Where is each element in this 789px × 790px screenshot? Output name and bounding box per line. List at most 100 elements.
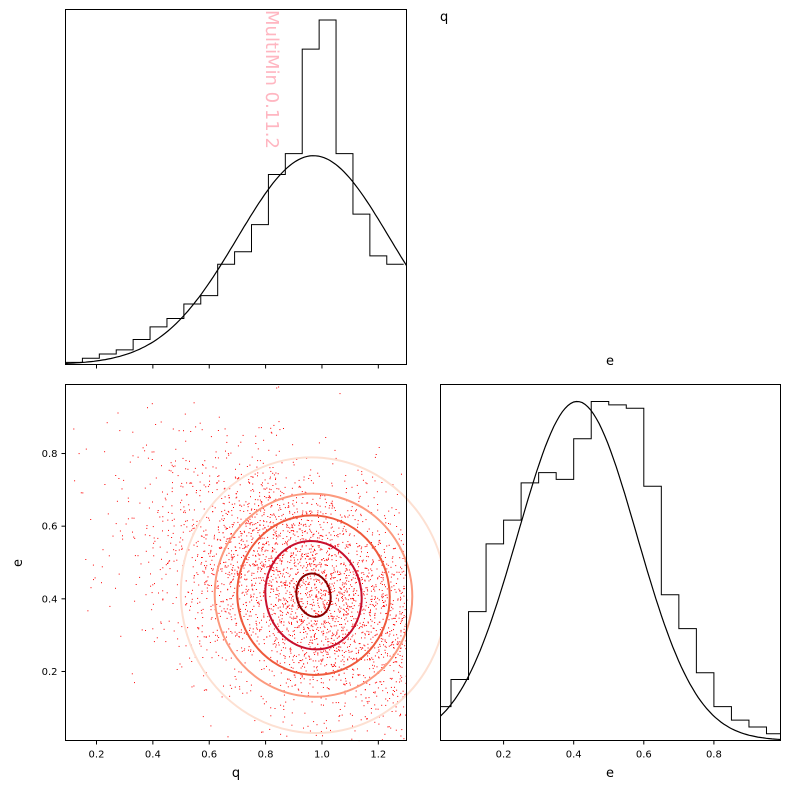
scatter-point [206,689,208,691]
scatter-point [282,543,284,545]
scatter-point [279,554,281,556]
scatter-point [300,641,302,643]
scatter-point [272,570,273,571]
scatter-point [162,530,163,532]
scatter-point [351,579,353,581]
scatter-point [264,496,266,497]
scatter-point [302,650,304,652]
scatter-point [284,598,286,600]
scatter-point [246,558,247,560]
scatter-point [401,655,403,657]
scatter-point [271,586,273,587]
scatter-point [261,485,263,487]
scatter-point [345,614,347,616]
scatter-point [231,533,232,535]
scatter-point [303,479,305,481]
scatter-point [312,599,314,601]
scatter-point [401,620,403,621]
scatter-point [369,659,371,661]
scatter-point [310,513,312,514]
scatter-point [251,539,253,541]
scatter-point [307,555,309,557]
scatter-point [400,599,401,601]
scatter-point [307,564,309,565]
scatter-point [374,614,376,616]
scatter-point [239,598,241,600]
scatter-point [334,449,336,451]
scatter-point [318,591,320,593]
scatter-point [173,525,175,527]
scatter-point [162,516,164,518]
scatter-point [262,565,264,567]
scatter-point [316,596,318,598]
scatter-point [318,537,320,539]
scatter-point [289,656,290,658]
scatter-point [287,601,289,603]
scatter-point [330,578,332,580]
scatter-point [151,609,153,611]
scatter-point [286,567,288,569]
scatter-point [324,569,326,571]
scatter-point [372,574,374,576]
scatter-point [345,577,347,579]
scatter-point [233,537,235,539]
scatter-point [395,591,397,593]
scatter-point [171,491,173,493]
scatter-point [209,484,211,486]
scatter-point [363,618,365,620]
scatter-point [366,576,368,578]
scatter-point [381,594,383,596]
scatter-point [144,487,146,489]
scatter-point [338,635,340,637]
scatter-point [315,621,317,622]
scatter-point [229,537,230,539]
scatter-point [362,631,364,633]
scatter-point [189,460,190,462]
scatter-point [270,427,272,429]
scatter-point [338,666,340,668]
scatter-point [352,615,353,617]
scatter-point [301,580,303,581]
scatter-point [261,546,263,548]
scatter-point [336,594,338,596]
scatter-point [235,468,236,470]
scatter-point [261,550,263,552]
scatter-point [289,664,291,666]
scatter-point [334,590,336,592]
scatter-point [207,590,209,592]
scatter-point [337,534,339,535]
scatter-point [291,493,293,495]
scatter-point [246,466,248,467]
scatter-point [385,491,387,493]
scatter-point [273,514,275,516]
scatter-point [330,534,332,536]
scatter-point [331,555,333,557]
scatter-point [356,509,357,511]
scatter-point [238,671,240,673]
scatter-point [221,518,223,520]
scatter-point [282,606,284,608]
scatter-point [332,591,334,593]
scatter-point [264,573,266,575]
scatter-point [288,621,290,623]
scatter-point [241,533,243,535]
scatter-point [152,628,154,630]
scatter-point [318,630,320,631]
scatter-point [345,565,347,567]
scatter-point [240,631,242,633]
scatter-point [338,720,340,722]
scatter-point [175,544,177,546]
scatter-point [383,670,385,671]
scatter-point [404,632,406,634]
scatter-point [298,528,300,530]
scatter-point [347,546,349,548]
scatter-point [206,649,208,651]
scatter-point [385,642,387,643]
scatter-point [321,559,323,561]
scatter-point [305,570,307,572]
scatter-point [331,526,333,528]
scatter-point [247,610,248,612]
scatter-point [371,620,373,622]
scatter-point [298,689,300,691]
scatter-point [308,622,310,624]
